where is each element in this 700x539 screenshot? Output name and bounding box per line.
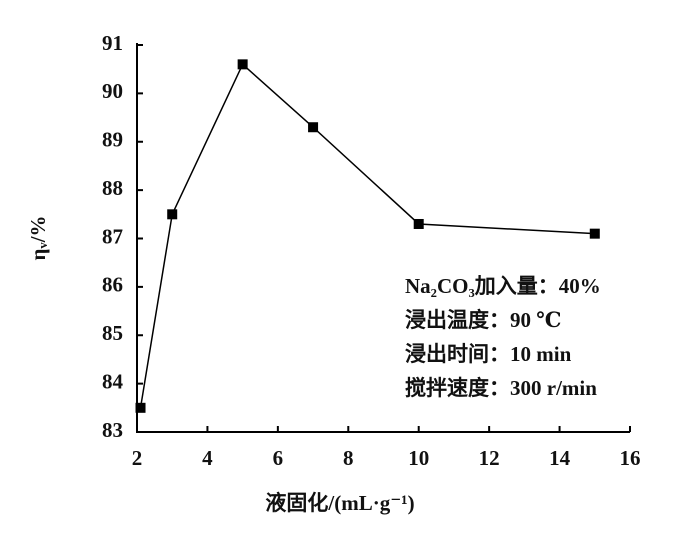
y-tick-label: 83 bbox=[102, 418, 123, 442]
y-tick-label: 89 bbox=[102, 128, 123, 152]
y-tick-label: 88 bbox=[102, 176, 123, 200]
x-tick-label: 6 bbox=[273, 446, 284, 470]
x-tick-label: 8 bbox=[343, 446, 354, 470]
x-tick-label: 10 bbox=[408, 446, 429, 470]
point bbox=[167, 209, 178, 220]
x-tick-label: 14 bbox=[549, 446, 571, 470]
point bbox=[308, 122, 319, 133]
annotation: 搅拌速度：300 r/min bbox=[405, 376, 597, 400]
y-tick-label: 91 bbox=[102, 31, 123, 55]
y-tick-label: 84 bbox=[102, 369, 124, 393]
x-tick-label: 4 bbox=[202, 446, 213, 470]
y-tick-label: 86 bbox=[102, 273, 123, 297]
series-line bbox=[139, 63, 595, 408]
point bbox=[413, 218, 424, 229]
y-axis-label: ηᵥ/% bbox=[26, 215, 50, 260]
y-tick-label: 90 bbox=[102, 79, 123, 103]
point bbox=[589, 228, 600, 239]
annotation: 浸出温度：90 ℃ bbox=[405, 308, 561, 332]
x-tick-label: 16 bbox=[620, 446, 641, 470]
point bbox=[135, 402, 146, 413]
annotation: 浸出时间：10 min bbox=[405, 342, 572, 366]
y-tick-label: 87 bbox=[102, 224, 123, 248]
x-tick-label: 2 bbox=[132, 446, 143, 470]
point bbox=[237, 59, 248, 70]
y-tick-label: 85 bbox=[102, 321, 123, 345]
annotation: Na₂CO₃加入量：40% bbox=[405, 274, 601, 298]
x-axis-label: 液固化/(mL·g⁻¹) bbox=[265, 491, 414, 515]
x-tick-label: 12 bbox=[479, 446, 500, 470]
